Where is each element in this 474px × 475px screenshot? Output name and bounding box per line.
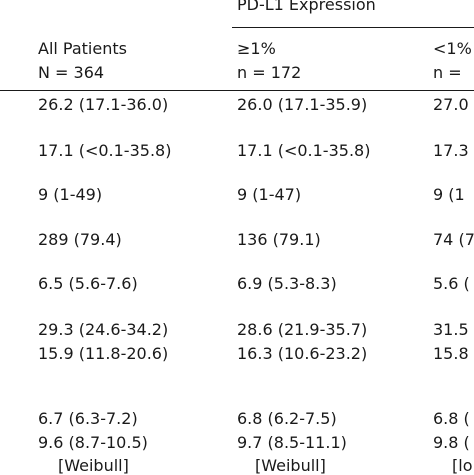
cell-ge1: [Weibull] (255, 456, 326, 475)
cell-ge1: 16.3 (10.6-23.2) (237, 344, 368, 363)
cell-ge1: 6.8 (6.2-7.5) (237, 409, 337, 428)
cell-lt1: 15.8 (433, 344, 469, 363)
header-bottom-rule (0, 90, 474, 91)
header-pdl1-ge1-n: n = 172 (237, 63, 302, 82)
cell-lt1: 17.3 (433, 141, 469, 160)
cell-all: [Weibull] (58, 456, 129, 475)
cell-lt1: 31.5 (433, 320, 469, 339)
cell-all: 17.1 (<0.1-35.8) (38, 141, 172, 160)
header-pdl1-ge1: ≥1% (237, 39, 276, 58)
cell-all: 9.6 (8.7-10.5) (38, 433, 148, 452)
cell-lt1: 6.8 ( (433, 409, 470, 428)
cell-ge1: 17.1 (<0.1-35.8) (237, 141, 371, 160)
cell-ge1: 9 (1-47) (237, 185, 302, 204)
cell-lt1: 9 (1 (433, 185, 465, 204)
cell-all: 6.7 (6.3-7.2) (38, 409, 138, 428)
cell-all: 26.2 (17.1-36.0) (38, 95, 169, 114)
header-all-patients-n: N = 364 (38, 63, 105, 82)
header-pdl1-lt1: <1% (433, 39, 472, 58)
cell-lt1: 5.6 ( (433, 274, 470, 293)
cell-ge1: 26.0 (17.1-35.9) (237, 95, 368, 114)
header-group-rule (232, 27, 474, 28)
cell-ge1: 9.7 (8.5-11.1) (237, 433, 347, 452)
cell-ge1: 28.6 (21.9-35.7) (237, 320, 368, 339)
cell-all: 15.9 (11.8-20.6) (38, 344, 169, 363)
cell-ge1: 136 (79.1) (237, 230, 321, 249)
cell-lt1: 74 (7 (433, 230, 474, 249)
header-pdl1-lt1-n: n = (433, 63, 462, 82)
cell-all: 6.5 (5.6-7.6) (38, 274, 138, 293)
cell-ge1: 6.9 (5.3-8.3) (237, 274, 337, 293)
cell-all: 9 (1-49) (38, 185, 103, 204)
cell-all: 289 (79.4) (38, 230, 122, 249)
header-all-patients: All Patients (38, 39, 127, 58)
cell-lt1: [lo (452, 456, 473, 475)
cell-all: 29.3 (24.6-34.2) (38, 320, 169, 339)
header-group-title: PD-L1 Expression (237, 0, 376, 14)
cell-lt1: 9.8 ( (433, 433, 470, 452)
cell-lt1: 27.0 (433, 95, 469, 114)
